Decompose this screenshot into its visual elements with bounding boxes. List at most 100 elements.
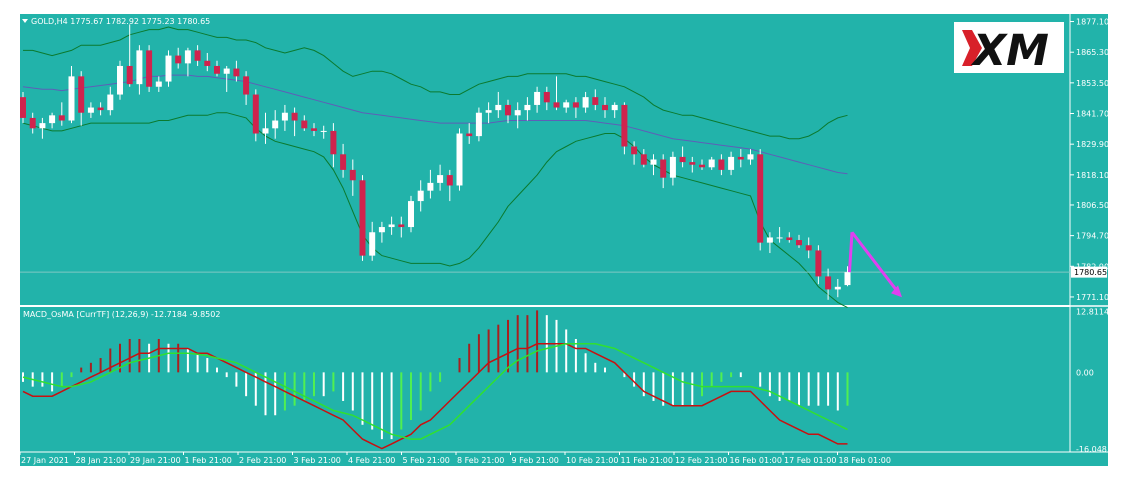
forecast-arrows <box>848 231 902 298</box>
macd-main-line <box>22 343 848 440</box>
candle-body <box>844 272 851 286</box>
candle <box>669 151 676 186</box>
candle-body <box>281 112 288 121</box>
candle <box>834 279 841 298</box>
time-tick-label: 10 Feb 21:00 <box>566 456 618 465</box>
candle <box>534 86 541 113</box>
chevron-down-icon[interactable] <box>22 19 28 23</box>
candle-body <box>456 133 463 186</box>
candle <box>592 89 599 111</box>
candle-body <box>194 50 201 61</box>
candle-body <box>398 224 405 228</box>
candle-body <box>378 227 385 233</box>
price-tick-label: 1818.10 <box>1076 171 1109 180</box>
candle <box>446 169 453 202</box>
candle-body <box>650 159 657 165</box>
candle <box>708 156 715 170</box>
candle-body <box>320 130 327 132</box>
candle-body <box>49 115 56 124</box>
macd-tick-label: 0.00 <box>1076 368 1094 377</box>
candle-body <box>708 159 715 168</box>
time-tick-label: 28 Jan 21:00 <box>76 456 127 465</box>
candle <box>456 128 463 191</box>
candle <box>747 149 754 165</box>
candle-body <box>78 76 85 113</box>
price-tick-label: 1853.50 <box>1076 79 1109 88</box>
price-tick-label: 1806.50 <box>1076 201 1109 210</box>
candle-body <box>20 97 26 118</box>
candle-body <box>262 128 269 134</box>
time-tick-label: 5 Feb 21:00 <box>403 456 450 465</box>
candle <box>505 99 511 124</box>
candle-body <box>126 65 133 85</box>
candle-body <box>29 117 36 129</box>
candle-body <box>97 107 104 111</box>
candle-body <box>505 104 511 116</box>
time-tick-label: 9 Feb 21:00 <box>512 456 559 465</box>
candle-body <box>514 110 521 116</box>
candle <box>786 232 793 243</box>
price-scale-background <box>1070 14 1108 452</box>
candle-body <box>136 50 143 85</box>
candle <box>117 60 123 100</box>
candle-body <box>165 55 172 82</box>
forecast-arrow-up-line <box>848 232 854 273</box>
candle-body <box>602 104 608 111</box>
xm-logo: XM <box>954 22 1064 76</box>
candle <box>243 71 250 105</box>
time-tick-label: 11 Feb 21:00 <box>621 456 673 465</box>
xm-logo-text: XM <box>970 26 1049 76</box>
candle <box>650 154 657 176</box>
arrow-head-icon <box>891 285 902 298</box>
candle-body <box>553 102 560 108</box>
candle-body <box>485 110 492 113</box>
candle <box>378 221 385 243</box>
candle <box>29 112 36 134</box>
candle-body <box>117 65 123 95</box>
candle <box>689 156 696 173</box>
candle-body <box>669 156 676 178</box>
candle <box>320 125 327 139</box>
candle-body <box>495 104 502 111</box>
candle-body <box>437 175 444 183</box>
candle-body <box>572 102 579 108</box>
candle <box>214 60 220 77</box>
candle-body <box>369 232 376 256</box>
candle <box>272 110 279 139</box>
candle-body <box>805 245 812 251</box>
candle <box>369 221 376 261</box>
bollinger-bands <box>22 26 848 309</box>
candle <box>398 216 405 238</box>
candle-body <box>427 182 434 191</box>
price-tick-label: 1794.70 <box>1076 232 1109 241</box>
time-tick-label: 29 Jan 21:00 <box>130 456 181 465</box>
candle <box>126 24 133 87</box>
time-scale-background <box>20 452 1108 466</box>
candle <box>621 102 628 155</box>
candlesticks <box>20 24 851 300</box>
candle-body <box>679 156 686 163</box>
candle-body <box>204 60 211 66</box>
time-tick-label: 27 Jan 2021 <box>21 456 69 465</box>
candle-body <box>737 156 744 160</box>
candle-body <box>58 115 65 121</box>
candle-body <box>408 201 414 228</box>
candle <box>563 99 570 113</box>
candle <box>699 159 705 170</box>
candle <box>679 146 686 168</box>
candle-body <box>155 81 162 87</box>
moving-average <box>22 74 848 175</box>
candle-body <box>611 104 618 111</box>
candle-body <box>786 237 793 241</box>
main-chart-background <box>20 14 1070 305</box>
candle-body <box>592 97 599 105</box>
time-scale: 27 Jan 2021 28 Jan 21:00 29 Jan 21:00 1 Feb… <box>19 452 891 465</box>
macd-lines <box>22 343 848 450</box>
candle-body <box>543 91 550 103</box>
candle <box>78 71 85 126</box>
candle <box>223 65 230 92</box>
price-tick-label: 1829.90 <box>1076 140 1109 149</box>
macd-tick-label: 12.8114 <box>1076 307 1109 316</box>
current-price-label: 1780.65 <box>1074 268 1107 277</box>
